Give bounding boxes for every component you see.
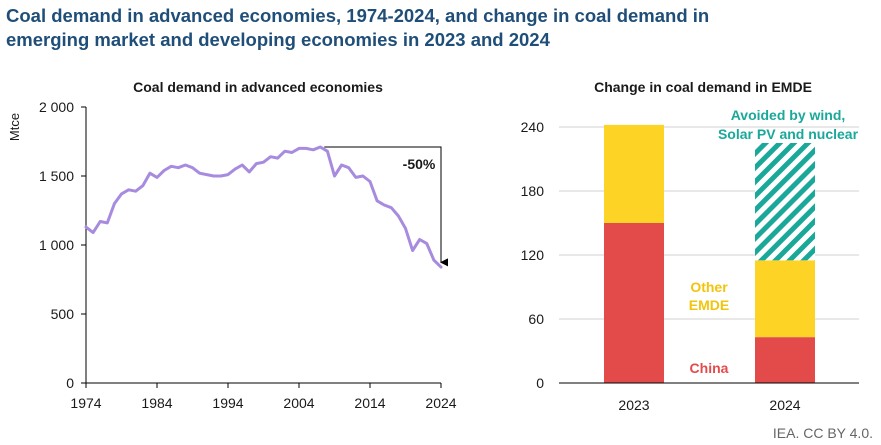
bar-y-tick-label: 240 (521, 119, 545, 135)
other-emde-label-line-1: Other (690, 279, 728, 295)
decline-annotation-label: -50% (403, 156, 436, 172)
bar-y-tick-label: 180 (521, 183, 545, 199)
bar-category-label: 2023 (618, 397, 649, 413)
bar-segment (604, 124, 664, 223)
y-tick-label: 0 (66, 375, 74, 391)
bar-segment (755, 143, 815, 261)
advanced-economies-line-chart: Coal demand in advanced economies Mtce 0 50… (7, 79, 457, 411)
bar-segment (755, 337, 815, 383)
credit-text: IEA. CC BY 4.0. (772, 425, 873, 441)
y-tick-label: 1 500 (39, 168, 74, 184)
page-title-line-2: emerging market and developing economies… (6, 29, 550, 50)
x-tick-label: 1984 (141, 395, 172, 411)
page-title: Coal demand in advanced economies, 1974-… (6, 4, 866, 52)
emde-stacked-bar-chart: Change in coal demand in EMDE 0 60 120 180 24… (521, 79, 859, 413)
bar-segment (755, 260, 815, 338)
bar-y-tick-label: 120 (521, 247, 545, 263)
y-tick-label: 500 (51, 306, 75, 322)
x-tick-label: 2004 (283, 395, 314, 411)
bar-category-label: 2024 (769, 397, 800, 413)
x-tick-label: 1974 (70, 395, 101, 411)
other-emde-label-line-2: EMDE (689, 297, 729, 313)
line-chart-title: Coal demand in advanced economies (133, 79, 383, 95)
coal-demand-series-line (84, 145, 443, 269)
page-title-line-1: Coal demand in advanced economies, 1974-… (6, 5, 710, 26)
y-axis-label: Mtce (7, 113, 22, 141)
bar-chart-title: Change in coal demand in EMDE (594, 79, 812, 95)
y-tick-label: 1 000 (39, 237, 74, 253)
x-tick-label: 2014 (354, 395, 385, 411)
bar-y-tick-label: 60 (528, 311, 544, 327)
china-series-label: China (690, 360, 729, 376)
x-tick-label: 2024 (425, 395, 456, 411)
bar-segment (604, 223, 664, 383)
avoided-label-line-1: Avoided by wind, (731, 107, 846, 123)
decline-arrow (324, 146, 448, 267)
x-tick-label: 1994 (212, 395, 243, 411)
bar-y-tick-label: 0 (536, 375, 544, 391)
y-tick-label: 2 000 (39, 99, 74, 115)
avoided-label-line-2: Solar PV and nuclear (718, 126, 859, 142)
